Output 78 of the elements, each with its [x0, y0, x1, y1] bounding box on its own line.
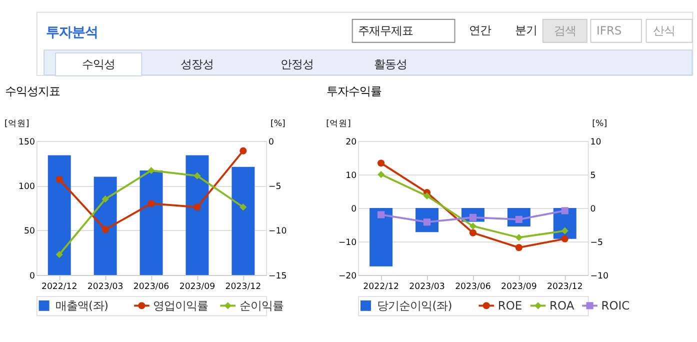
- text: 주재무제표: [358, 24, 414, 38]
- point: [561, 207, 568, 214]
- point: [102, 226, 109, 234]
- text: 연간: [469, 22, 492, 37]
- x-tick-label: 2023/03: [87, 282, 124, 292]
- legend-label: ROIC: [601, 298, 630, 313]
- legend-label: ROE: [498, 298, 522, 313]
- x-tick-label: 2023/06: [455, 282, 491, 292]
- y2-tick-label: −15: [268, 271, 287, 282]
- text: 산식: [652, 24, 675, 38]
- bar: [186, 155, 209, 276]
- x-tick-label: 2023/09: [501, 282, 537, 292]
- point: [515, 244, 522, 252]
- point: [56, 250, 63, 258]
- x-tick-label: 2023/06: [133, 282, 170, 292]
- chart-title: 수익성지표: [4, 84, 60, 98]
- y-tick-label: 0: [29, 271, 35, 282]
- y-tick-label: 100: [18, 182, 35, 192]
- text: 성장성: [180, 57, 214, 72]
- y-tick-label: 20: [346, 137, 357, 148]
- point: [423, 192, 431, 200]
- chart-title: 투자수익률: [326, 84, 382, 98]
- point: [56, 176, 63, 183]
- y2-tick-label: 0: [590, 204, 596, 214]
- text: IFRS: [596, 24, 622, 38]
- y2-axis-title: [%]: [592, 119, 608, 130]
- point: [194, 172, 201, 180]
- point: [378, 160, 385, 167]
- x-tick-label: 2022/12: [41, 282, 78, 292]
- point: [194, 204, 201, 211]
- point: [469, 222, 477, 230]
- text: 수익성: [82, 57, 116, 72]
- y2-tick-label: 5: [590, 170, 596, 181]
- y2-tick-label: 10: [590, 137, 602, 148]
- y-tick-label: −10: [338, 238, 357, 248]
- y2-tick-label: 0: [268, 137, 274, 148]
- y2-tick-label: −5: [590, 238, 603, 248]
- y-tick-label: −20: [338, 271, 357, 282]
- text: 투자분석: [46, 26, 98, 41]
- x-tick-label: 2023/12: [546, 282, 583, 292]
- y-tick-label: 150: [18, 137, 35, 148]
- point: [469, 229, 477, 236]
- legend-label: 매출액(좌): [56, 298, 108, 313]
- x-tick-label: 2023/09: [179, 282, 216, 292]
- y-tick-label: 0: [351, 204, 357, 214]
- y2-tick-label: −10: [268, 226, 287, 237]
- y2-axis-title: [%]: [270, 119, 286, 130]
- legend-label: 당기순이익(좌): [377, 298, 452, 313]
- legend-label: 순이익률: [239, 298, 284, 313]
- point: [378, 170, 385, 178]
- x-tick-label: 2023/12: [225, 282, 262, 292]
- point: [240, 204, 247, 211]
- text: 검색: [554, 24, 576, 38]
- text: 분기: [515, 22, 538, 37]
- point: [240, 147, 247, 154]
- x-tick-label: 2023/03: [409, 282, 445, 292]
- bar: [232, 166, 255, 276]
- bar: [140, 170, 163, 276]
- point: [148, 166, 155, 174]
- point: [515, 234, 522, 242]
- y-axis-title: [억원]: [326, 119, 351, 130]
- legend-label: 영업이익률: [153, 298, 208, 313]
- point: [102, 196, 109, 203]
- y2-tick-label: −5: [268, 182, 282, 192]
- y-tick-label: 10: [346, 170, 357, 181]
- point: [561, 235, 568, 242]
- point: [378, 211, 385, 218]
- legend-label: ROA: [550, 298, 574, 313]
- x-tick-label: 2022/12: [363, 282, 399, 292]
- y-axis-title: [억원]: [4, 119, 30, 130]
- y-tick-label: 50: [24, 226, 35, 237]
- bar: [94, 176, 117, 276]
- y2-tick-label: −10: [590, 271, 608, 282]
- point: [148, 200, 155, 208]
- point: [561, 227, 568, 234]
- bar: [48, 155, 71, 276]
- text: 활동성: [374, 57, 408, 72]
- text: 안정성: [280, 57, 314, 72]
